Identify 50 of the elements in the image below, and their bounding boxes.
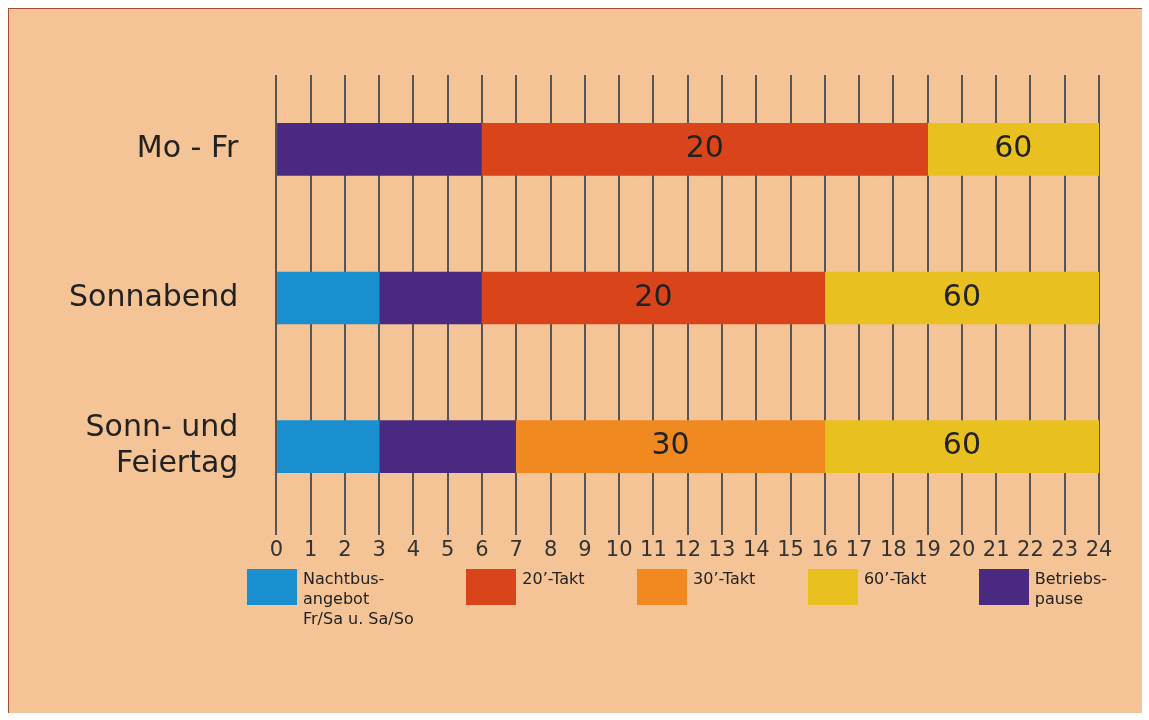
- x-tick-label: 0: [269, 537, 284, 562]
- annotation: 60: [994, 129, 1033, 165]
- y-tick-label: Sonnabend: [68, 277, 239, 313]
- x-tick-label: 22: [1017, 537, 1044, 562]
- bar: [378, 420, 517, 473]
- x-tick-label: 9: [578, 537, 592, 562]
- x-tick-label: 14: [742, 537, 770, 562]
- bar: [481, 271, 826, 325]
- annotation: 20: [634, 277, 673, 313]
- x-tick-label: 23: [1051, 537, 1079, 562]
- x-tick-label: 3: [372, 537, 386, 562]
- bar: [277, 123, 483, 176]
- annotation: 60: [942, 277, 981, 313]
- x-tick-label: 4: [406, 537, 421, 562]
- legend-label: 30’-Takt: [693, 569, 756, 589]
- legend-label: Nachtbus- angebot Fr/Sa u. Sa/So: [303, 569, 414, 629]
- bar: [515, 420, 826, 473]
- x-tick-label: 11: [640, 537, 667, 562]
- bar: [481, 123, 928, 176]
- x-tick-label: 13: [708, 537, 736, 562]
- x-tick-label: 6: [475, 537, 489, 562]
- x-tick-label: 19: [914, 537, 941, 562]
- legend-label: 20’-Takt: [522, 569, 585, 589]
- x-tick-label: 18: [879, 537, 907, 562]
- bar: [277, 271, 380, 325]
- x-tick-label: 24: [1085, 537, 1113, 562]
- legend-label: 60’-Takt: [863, 569, 927, 589]
- x-tick-label: 2: [338, 537, 352, 562]
- y-tick-label: Sonn- und Feiertag: [85, 408, 239, 480]
- x-tick-label: 17: [845, 537, 873, 562]
- bar: [277, 420, 380, 473]
- x-tick-label: 7: [509, 537, 523, 562]
- x-tick-label: 1: [303, 537, 318, 562]
- bar: [927, 123, 1099, 176]
- bar: [378, 271, 483, 325]
- x-tick-label: 5: [441, 537, 455, 562]
- x-tick-label: 16: [811, 537, 839, 562]
- x-tick-label: 21: [982, 537, 1010, 562]
- bar: [824, 420, 1099, 473]
- x-tick-label: 12: [674, 537, 702, 562]
- annotation: 30: [651, 426, 690, 462]
- annotation: 20: [685, 129, 724, 165]
- x-tick-label: 8: [543, 537, 558, 562]
- legend-label: Betriebs- pause: [1034, 569, 1107, 609]
- annotation: 60: [942, 426, 981, 462]
- x-tick-label: 10: [605, 537, 633, 562]
- bar: [824, 271, 1099, 325]
- y-tick-label: Mo - Fr: [136, 129, 240, 165]
- x-tick-label: 15: [777, 537, 804, 562]
- x-tick-label: 20: [948, 537, 976, 562]
